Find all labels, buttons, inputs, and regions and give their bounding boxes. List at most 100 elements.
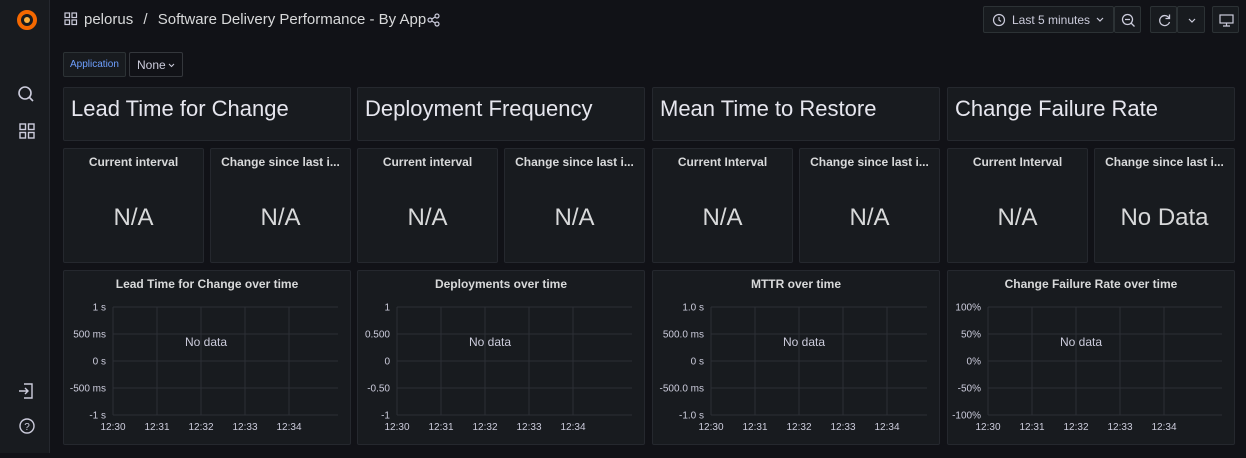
y-tick-label: 500 ms <box>73 330 106 341</box>
grafana-logo-core <box>24 17 30 23</box>
graph: 1.0 s 500.0 ms 0 s -500.0 ms -1.0 s12:30 12:3… <box>660 303 927 433</box>
stat-panel: Change since last i... N/A <box>799 148 940 263</box>
x-tick-label: 12:32 <box>786 422 811 433</box>
time-range: Last 5 minutes <box>1012 13 1091 27</box>
y-tick-label: 1 s <box>93 303 106 314</box>
x-tick-label: 12:33 <box>232 422 257 433</box>
variable-select[interactable]: None <box>129 52 183 77</box>
x-tick-label: 12:34 <box>276 422 301 433</box>
x-tick-label: 12:30 <box>975 422 1000 433</box>
graph-title: Change Failure Rate over time <box>1004 277 1178 291</box>
y-tick-label: 1 <box>384 303 390 314</box>
sidebar: ? <box>0 0 50 453</box>
stat-panel: Change since last i... N/A <box>504 148 645 263</box>
refresh-interval-button[interactable] <box>1177 6 1205 33</box>
caret <box>1096 17 1104 22</box>
x-tick-label: 12:30 <box>100 422 125 433</box>
graph-panel: Change Failure Rate over time 100% 50% 0% -5… <box>947 270 1235 445</box>
stat-value: N/A <box>554 204 595 231</box>
y-tick-label: 50% <box>961 330 981 341</box>
title-panel: Change Failure Rate <box>947 87 1235 141</box>
x-tick-label: 12:31 <box>144 422 169 433</box>
section-title: Mean Time to Restore <box>660 96 877 121</box>
stat-title: Current interval <box>382 155 473 169</box>
clock-icon <box>992 13 1006 27</box>
search-icon[interactable] <box>18 86 32 100</box>
x-tick-label: 12:30 <box>698 422 723 433</box>
stat-value: N/A <box>113 204 154 231</box>
section-title: Change Failure Rate <box>955 96 1159 121</box>
stat-panel: Change since last i... N/A <box>210 148 351 263</box>
graph-panel: MTTR over time 1.0 s 500.0 ms 0 s -500.0 ms -… <box>652 270 940 445</box>
breadcrumb-separator: / <box>143 11 148 28</box>
dashboard-title[interactable]: Software Delivery Performance - By App <box>157 11 427 28</box>
breadcrumb-folder[interactable]: pelorus <box>84 11 134 28</box>
variable-label: Application <box>63 52 126 77</box>
dashboards-icon[interactable] <box>19 123 35 139</box>
x-tick-label: 12:34 <box>560 422 585 433</box>
y-tick-label: 100% <box>955 303 981 314</box>
sidebar-icons: ? <box>17 10 37 434</box>
stat-value: N/A <box>260 204 301 231</box>
stat-title: Current Interval <box>972 155 1063 169</box>
grafana-logo[interactable] <box>17 10 37 30</box>
y-tick-label: 0 <box>384 357 390 368</box>
stat-panel: Change since last i... No Data <box>1094 148 1235 263</box>
title-panel: Lead Time for Change <box>63 87 351 141</box>
graph-panel: Lead Time for Change over time 1 s 500 ms 0… <box>63 270 351 445</box>
y-tick-label: -50% <box>958 384 981 395</box>
dashboard-grid-icon <box>64 12 78 26</box>
stat-title: Change since last i... <box>1105 155 1224 169</box>
caret <box>1188 18 1196 23</box>
title-panel: Mean Time to Restore <box>652 87 940 141</box>
y-tick-label: 0 s <box>691 357 704 368</box>
stat-value: No Data <box>1120 204 1209 231</box>
y-tick-label: -0.50 <box>367 384 390 395</box>
tv-mode-button[interactable] <box>1212 6 1239 33</box>
share-icon[interactable] <box>427 13 441 27</box>
zoom-out-icon <box>1121 13 1135 27</box>
monitor-icon <box>1219 14 1234 27</box>
y-tick-label: 1.0 s <box>682 303 704 314</box>
x-tick-label: 12:32 <box>1063 422 1088 433</box>
y-tick-label: -500.0 ms <box>660 384 704 395</box>
x-tick-label: 12:31 <box>742 422 767 433</box>
y-tick-label: -100% <box>952 411 981 422</box>
sign-in-icon[interactable] <box>19 383 33 399</box>
y-tick-label: 0.500 <box>365 330 390 341</box>
caret <box>168 63 175 68</box>
stat-value: N/A <box>849 204 890 231</box>
stat-title: Change since last i... <box>221 155 340 169</box>
y-tick-label: -1.0 s <box>679 411 704 422</box>
x-tick-label: 12:31 <box>428 422 453 433</box>
time-picker[interactable]: Last 5 minutes <box>983 6 1114 33</box>
no-data-message: No data <box>185 335 227 349</box>
zoom-out-button[interactable] <box>1114 6 1141 33</box>
no-data-message: No data <box>783 335 825 349</box>
y-tick-label: -1 <box>381 411 390 422</box>
y-tick-label: 500.0 ms <box>663 330 704 341</box>
graph: 100% 50% 0% -50% -100%12:30 12:31 12:32 12:33 12… <box>952 303 1222 433</box>
stat-value: N/A <box>702 204 743 231</box>
x-tick-label: 12:33 <box>1107 422 1132 433</box>
refresh-icon <box>1159 14 1171 27</box>
x-tick-label: 12:30 <box>384 422 409 433</box>
x-tick-label: 12:34 <box>874 422 899 433</box>
graph-panel: Deployments over time 1 0.500 0 -0.50 -1 12:30… <box>357 270 645 445</box>
y-tick-label: -1 s <box>89 411 106 422</box>
variable-value: None <box>137 58 166 72</box>
no-data-message: No data <box>1060 335 1102 349</box>
graph-title: MTTR over time <box>750 277 841 291</box>
refresh-button[interactable] <box>1150 6 1177 33</box>
x-tick-label: 12:33 <box>516 422 541 433</box>
y-tick-label: -500 ms <box>70 384 106 395</box>
x-tick-label: 12:32 <box>188 422 213 433</box>
help-icon[interactable] <box>19 418 35 434</box>
help-icon-mark: ? <box>24 422 30 433</box>
graph: 1 0.500 0 -0.50 -112:30 12:31 12:32 12:33 12:34 N… <box>365 303 632 433</box>
search-icon-handle <box>28 96 34 102</box>
stat-panel: Current interval N/A <box>63 148 204 263</box>
x-tick-label: 12:34 <box>1151 422 1176 433</box>
y-tick-label: 0% <box>967 357 982 368</box>
stat-title: Change since last i... <box>515 155 634 169</box>
